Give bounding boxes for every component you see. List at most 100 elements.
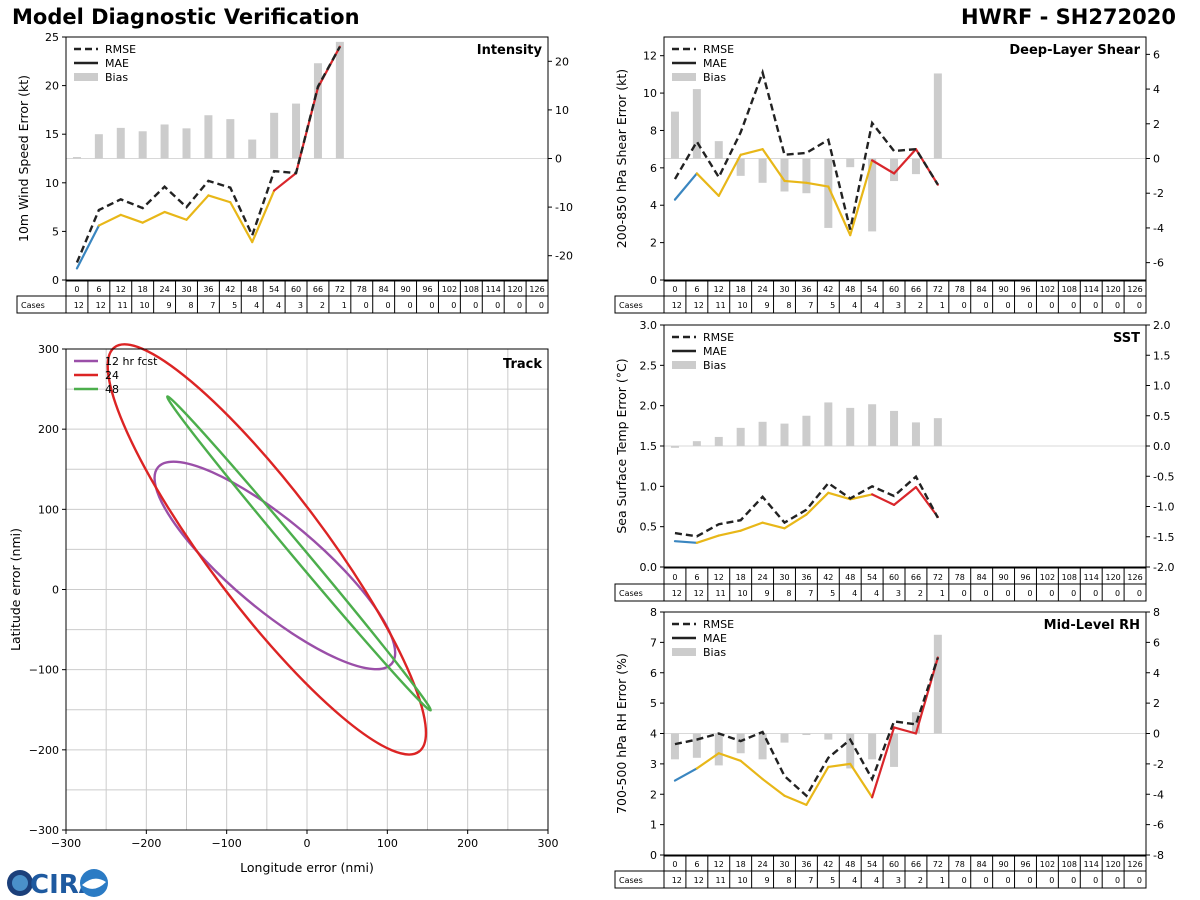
intensity-legend-bias-label: Bias	[105, 71, 128, 84]
intensity-mae-segment	[97, 213, 122, 227]
sst-hour-label: 48	[845, 573, 855, 582]
track-ytick-label: 100	[38, 503, 59, 516]
rh-case-count: 0	[1115, 876, 1120, 885]
rh-ytick-label: 3	[650, 758, 657, 771]
intensity-hour-label: 96	[422, 285, 432, 294]
rh-legend-bias-swatch	[672, 648, 696, 656]
intensity-hour-label: 24	[159, 285, 169, 294]
shear-ytick-label: 4	[650, 199, 657, 212]
track-xlabel: Longitude error (nmi)	[240, 860, 374, 875]
intensity-case-count: 0	[451, 301, 456, 310]
shear-case-count: 0	[1115, 301, 1120, 310]
rh-bias-bar	[933, 634, 942, 734]
intensity-case-count: 9	[166, 301, 171, 310]
sst-hour-label: 36	[801, 573, 811, 582]
rh-hour-label: 18	[736, 860, 746, 869]
shear-hour-label: 42	[823, 285, 833, 294]
rh-case-count: 9	[764, 876, 769, 885]
sst-case-count: 0	[1093, 589, 1098, 598]
shear-hour-label: 24	[757, 285, 767, 294]
intensity-hour-label: 114	[486, 285, 501, 294]
intensity-hour-label: 60	[291, 285, 301, 294]
rh-case-count: 8	[786, 876, 791, 885]
sst-legend-bias-label: Bias	[703, 359, 726, 372]
intensity-bias-bar	[204, 115, 213, 159]
shear-hour-label: 84	[977, 285, 987, 294]
shear-case-count: 4	[852, 301, 857, 310]
shear-y2tick-label: 4	[1153, 83, 1160, 96]
track-ytick-label: 200	[38, 423, 59, 436]
rh-cases-label: Cases	[619, 876, 643, 885]
sst-case-count: 0	[984, 589, 989, 598]
intensity-hour-label: 42	[225, 285, 235, 294]
rh-mae-segment	[827, 762, 852, 769]
rh-hour-label: 72	[933, 860, 943, 869]
shear-mae-segment	[695, 172, 720, 197]
sst-hour-label: 66	[911, 573, 921, 582]
rh-y2tick-label: 6	[1153, 636, 1160, 649]
rh-hour-label: 96	[1020, 860, 1030, 869]
sst-mae-segment	[761, 521, 786, 530]
shear-bias-bar	[933, 73, 942, 159]
track-legend-label-1: 24	[105, 369, 119, 382]
rh-bias-bar	[670, 733, 679, 760]
intensity-case-count: 12	[96, 301, 106, 310]
sst-case-count: 7	[808, 589, 813, 598]
rh-mae-segment	[695, 752, 720, 770]
shear-cases-label: Cases	[619, 301, 643, 310]
sst-hour-label: 90	[998, 573, 1008, 582]
shear-case-count: 11	[716, 301, 726, 310]
shear-hour-label: 54	[867, 285, 877, 294]
shear-case-count: 12	[694, 301, 704, 310]
rh-case-count: 2	[918, 876, 923, 885]
rh-rmse-line	[674, 657, 940, 798]
rh-y2tick-label: 0	[1153, 728, 1160, 741]
intensity-hour-label: 54	[269, 285, 279, 294]
track-ellipse-1	[106, 343, 428, 756]
intensity-hour-label: 84	[379, 285, 389, 294]
sst-bias-bar	[802, 415, 811, 446]
sst-case-count: 9	[764, 589, 769, 598]
intensity-cases-row	[16, 295, 549, 314]
rh-mae-segment	[849, 762, 874, 799]
shear-hour-label: 60	[889, 285, 899, 294]
track-xtick-label: −100	[212, 837, 242, 850]
rh-hour-label: 102	[1040, 860, 1055, 869]
shear-mae-segment	[827, 185, 852, 237]
shear-case-count: 5	[830, 301, 835, 310]
sst-case-count: 0	[1027, 589, 1032, 598]
rh-title: Mid-Level RH	[1044, 618, 1140, 633]
shear-legend-rmse-label: RMSE	[703, 43, 734, 56]
sst-ytick-label: 2.0	[640, 400, 658, 413]
rh-hour-label: 120	[1105, 860, 1120, 869]
rh-case-count: 5	[830, 876, 835, 885]
shear-rmse-line	[673, 68, 939, 230]
shear-hour-label: 114	[1084, 285, 1099, 294]
sst-case-count: 1	[940, 589, 945, 598]
intensity-hour-label: 12	[116, 285, 126, 294]
shear-hour-label: 72	[933, 285, 943, 294]
rh-case-count: 1	[940, 876, 945, 885]
intensity-case-count: 0	[364, 301, 369, 310]
track-xtick-label: −200	[131, 837, 161, 850]
rh-hour-label: 30	[779, 860, 789, 869]
intensity-hour-label: 78	[357, 285, 367, 294]
rh-hour-label: 12	[714, 860, 724, 869]
sst-cases-label: Cases	[619, 589, 643, 598]
track-ytick-label: −200	[29, 744, 59, 757]
rh-bias-bar	[911, 712, 920, 734]
track-title: Track	[503, 357, 542, 372]
sst-bias-bar	[780, 423, 789, 446]
intensity-case-count: 10	[139, 301, 149, 310]
intensity-case-count: 0	[517, 301, 522, 310]
intensity-mae-segment	[251, 189, 276, 244]
rh-hour-label: 108	[1062, 860, 1077, 869]
rh-ytick-label: 1	[650, 819, 657, 832]
intensity-case-count: 1	[342, 301, 347, 310]
intensity-legend-rmse-label: RMSE	[105, 43, 136, 56]
intensity-ytick-label: 20	[45, 80, 59, 93]
intensity-hour-label: 90	[400, 285, 410, 294]
intensity-case-count: 0	[495, 301, 500, 310]
sst-case-count: 12	[694, 589, 704, 598]
sst-bias-bar	[868, 404, 877, 446]
